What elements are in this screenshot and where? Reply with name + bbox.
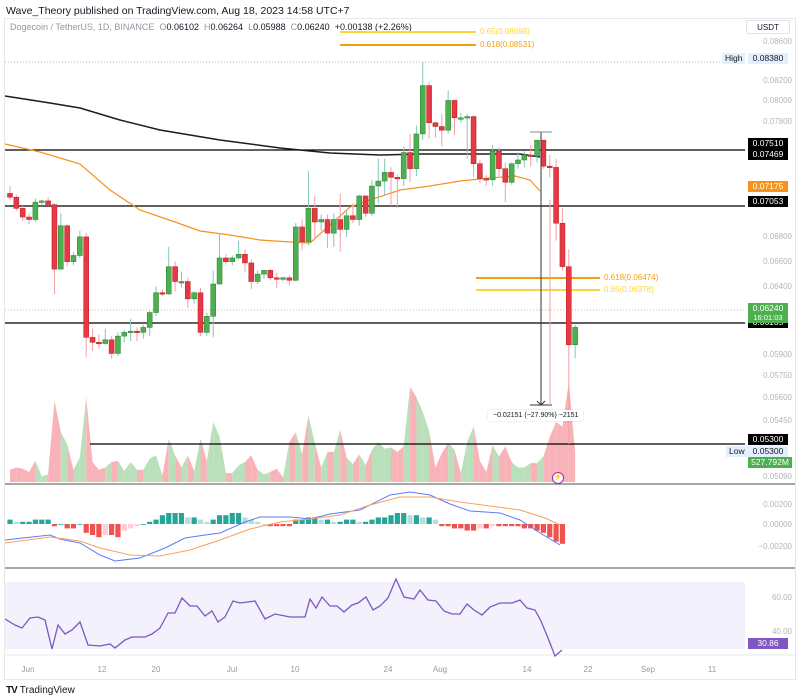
time-tick: 11: [707, 665, 717, 674]
price-level-tag: 0.07469: [748, 149, 788, 160]
fib-label: 0.65(0.06378): [604, 285, 654, 294]
time-tick: 24: [383, 665, 393, 674]
open-value: 0.06102: [166, 22, 199, 32]
symbol-legend: Dogecoin / TetherUS, 1D, BINANCE O0.0610…: [10, 22, 412, 32]
time-tick: 10: [290, 665, 300, 674]
price-tick: 0.08000: [763, 96, 792, 105]
price-tick: 0.08200: [763, 76, 792, 85]
volume-tag: 527.792M: [748, 457, 792, 468]
macd-tick: −0.00200: [758, 542, 792, 551]
high-label: High: [722, 53, 746, 64]
rsi-tick: 60.00: [771, 593, 792, 602]
change-value: +0.00138 (+2.26%): [334, 22, 412, 32]
last-price-tag: 0.06240 16:01:03: [748, 303, 788, 323]
time-tick: Jun: [21, 665, 35, 674]
price-tick: 0.05450: [763, 416, 792, 425]
price-tick: 0.07800: [763, 117, 792, 126]
tv-logo-text: TradingView: [19, 685, 75, 696]
time-tick: 12: [97, 665, 107, 674]
macd-tick: 0.00200: [763, 500, 792, 509]
price-level-tag: 0.05300: [748, 434, 788, 445]
price-tick: 0.06600: [763, 257, 792, 266]
close-value: 0.06240: [297, 22, 330, 32]
price-tick: 0.05600: [763, 393, 792, 402]
lightning-icon[interactable]: ⚡: [552, 472, 564, 484]
high-value: 0.08380: [748, 53, 788, 64]
time-tick: Aug: [432, 665, 448, 674]
time-tick: 22: [583, 665, 593, 674]
price-level-tag: 0.07510: [748, 138, 788, 149]
time-tick: 14: [522, 665, 532, 674]
measure-tooltip: −0.02151 (−27.90%) −2151: [488, 410, 584, 421]
low-label: Low: [726, 446, 748, 457]
time-tick: Sep: [640, 665, 656, 674]
price-tick: 0.05750: [763, 371, 792, 380]
low-value: 0.05300: [748, 446, 788, 457]
price-tick: 0.05090: [763, 472, 792, 481]
tv-logo-icon: TV: [6, 685, 18, 696]
rsi-value-tag: 30.86: [748, 638, 788, 649]
price-level-tag: 0.07175: [748, 181, 788, 192]
symbol-name[interactable]: Dogecoin / TetherUS, 1D, BINANCE: [10, 22, 155, 32]
chart-frame: [4, 18, 796, 680]
price-tick: 0.06800: [763, 232, 792, 241]
price-tick: 0.08600: [763, 37, 792, 46]
fib-label: 0.618(0.08531): [480, 40, 535, 49]
price-tick: 0.05900: [763, 350, 792, 359]
price-level-tag: 0.07053: [748, 196, 788, 207]
time-tick: Jul: [226, 665, 238, 674]
macd-tick: 0.00000: [763, 520, 792, 529]
rsi-tick: 40.00: [771, 627, 792, 636]
publisher-line: Wave_Theory published on TradingView.com…: [6, 5, 350, 17]
fib-label: 0.618(0.06474): [604, 273, 659, 282]
tradingview-logo[interactable]: TV TradingView: [6, 685, 75, 696]
price-tick: 0.06400: [763, 282, 792, 291]
currency-button[interactable]: USDT: [746, 20, 790, 34]
fib-label: 0.65(0.08698): [480, 27, 530, 36]
time-tick: 20: [151, 665, 161, 674]
low-value: 0.05988: [253, 22, 286, 32]
high-value: 0.06264: [210, 22, 244, 32]
